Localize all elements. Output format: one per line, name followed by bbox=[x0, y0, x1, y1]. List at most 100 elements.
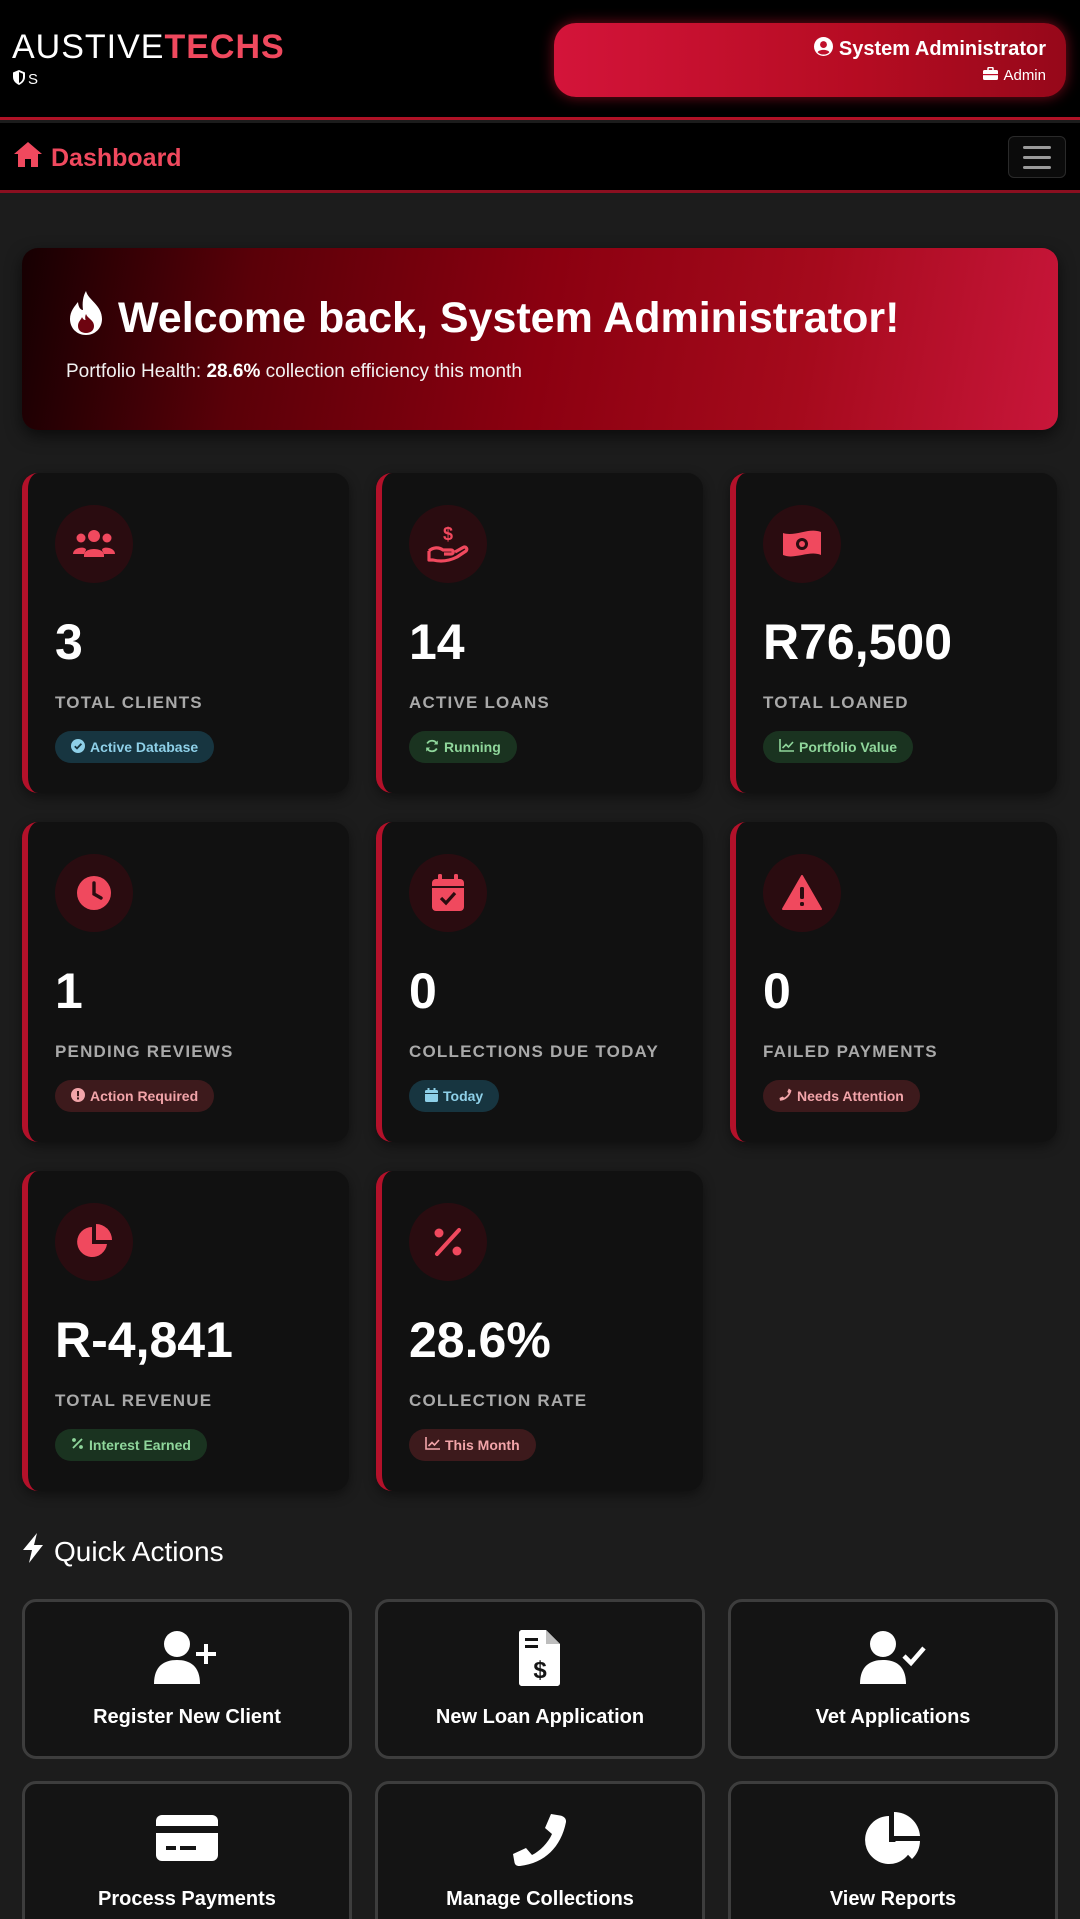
chart-pie-icon bbox=[731, 1812, 1055, 1868]
quick-actions-heading: Quick Actions bbox=[22, 1533, 224, 1570]
badge-text: Portfolio Value bbox=[799, 739, 898, 755]
status-badge: Running bbox=[409, 731, 517, 763]
user-check-icon bbox=[731, 1630, 1055, 1686]
status-badge: Needs Attention bbox=[763, 1080, 920, 1112]
portfolio-health-prefix: Portfolio Health: bbox=[66, 361, 207, 382]
menu-line bbox=[1023, 155, 1051, 159]
badge-text: Today bbox=[443, 1088, 484, 1104]
vet-applications-button[interactable]: Vet Applications bbox=[728, 1599, 1058, 1759]
menu-line bbox=[1023, 145, 1051, 149]
user-plus-icon bbox=[25, 1630, 349, 1686]
menu-line bbox=[1023, 165, 1051, 169]
brand-name-part1: AUSTIVE bbox=[12, 28, 165, 66]
top-header: AUSTIVETECHS S System Administrator Admi… bbox=[0, 0, 1080, 120]
stat-value: 14 bbox=[409, 614, 465, 670]
stat-label: COLLECTION RATE bbox=[409, 1391, 588, 1410]
brand-subtitle-text: S bbox=[28, 71, 39, 88]
sync-icon bbox=[425, 739, 439, 756]
welcome-banner: Welcome back, System Administrator! Port… bbox=[22, 248, 1058, 430]
chart-line-icon bbox=[425, 1437, 440, 1453]
status-badge: Today bbox=[409, 1080, 500, 1112]
status-badge: Portfolio Value bbox=[763, 731, 914, 763]
briefcase-icon bbox=[983, 66, 999, 84]
user-role-row: Admin bbox=[554, 66, 1046, 84]
stat-card-collections-due[interactable]: 0 COLLECTIONS DUE TODAY Today bbox=[376, 822, 703, 1142]
calendar-check-icon bbox=[409, 854, 487, 932]
users-icon bbox=[55, 505, 133, 583]
user-name: System Administrator bbox=[838, 38, 1046, 60]
stat-card-active-loans[interactable]: $ 14 ACTIVE LOANS Running bbox=[376, 473, 703, 793]
welcome-title: Welcome back, System Administrator! bbox=[118, 294, 900, 342]
user-role: Admin bbox=[1003, 67, 1046, 84]
credit-card-icon bbox=[25, 1812, 349, 1862]
status-badge: Interest Earned bbox=[55, 1429, 207, 1461]
badge-text: Running bbox=[444, 739, 501, 755]
stat-value: 0 bbox=[763, 963, 791, 1019]
svg-text:$: $ bbox=[533, 1657, 547, 1684]
status-badge: Active Database bbox=[55, 731, 215, 763]
register-new-client-button[interactable]: Register New Client bbox=[22, 1599, 352, 1759]
action-label: View Reports bbox=[829, 1888, 957, 1910]
stat-card-failed-payments[interactable]: 0 FAILED PAYMENTS Needs Attention bbox=[730, 822, 1057, 1142]
new-loan-application-button[interactable]: $ New Loan Application bbox=[375, 1599, 705, 1759]
home-icon bbox=[13, 141, 43, 175]
warning-icon bbox=[763, 854, 841, 932]
badge-text: Needs Attention bbox=[797, 1088, 904, 1104]
stat-value: 28.6% bbox=[409, 1312, 551, 1368]
stat-card-total-revenue[interactable]: R-4,841 TOTAL REVENUE Interest Earned bbox=[22, 1171, 349, 1491]
view-reports-button[interactable]: View Reports bbox=[728, 1781, 1058, 1919]
hand-dollar-icon: $ bbox=[409, 505, 487, 583]
stat-value: R-4,841 bbox=[55, 1312, 233, 1368]
badge-text: Active Database bbox=[90, 739, 199, 755]
process-payments-button[interactable]: Process Payments bbox=[22, 1781, 352, 1919]
action-label: Manage Collections bbox=[446, 1888, 634, 1910]
user-circle-icon bbox=[813, 37, 833, 62]
shield-icon bbox=[12, 70, 26, 89]
brand-subtitle: S bbox=[12, 70, 285, 89]
stat-card-pending-reviews[interactable]: 1 PENDING REVIEWS Action Required bbox=[22, 822, 349, 1142]
page-title: Dashboard bbox=[51, 143, 182, 172]
svg-text:$: $ bbox=[443, 524, 453, 544]
nav-dashboard-link[interactable]: Dashboard bbox=[13, 141, 182, 175]
brand-name-part2: TECHS bbox=[164, 28, 285, 66]
badge-text: Action Required bbox=[90, 1088, 199, 1104]
phone-icon bbox=[378, 1812, 702, 1868]
calendar-icon bbox=[425, 1087, 438, 1105]
stat-card-collection-rate[interactable]: 28.6% COLLECTION RATE This Month bbox=[376, 1171, 703, 1491]
file-invoice-dollar-icon: $ bbox=[378, 1630, 702, 1686]
stat-label: COLLECTIONS DUE TODAY bbox=[409, 1042, 660, 1061]
status-badge: Action Required bbox=[55, 1080, 215, 1112]
quick-actions-title: Quick Actions bbox=[54, 1535, 224, 1567]
user-name-row: System Administrator bbox=[554, 37, 1046, 62]
nav-bar: Dashboard bbox=[0, 123, 1080, 193]
check-circle-icon bbox=[71, 738, 85, 756]
stat-label: TOTAL LOANED bbox=[763, 693, 909, 712]
stat-label: ACTIVE LOANS bbox=[409, 693, 550, 712]
portfolio-health-suffix: collection efficiency this month bbox=[260, 361, 522, 382]
bolt-icon bbox=[22, 1533, 44, 1570]
fire-icon bbox=[66, 290, 106, 347]
brand-logo[interactable]: AUSTIVETECHS S bbox=[12, 28, 285, 89]
action-label: Process Payments bbox=[98, 1888, 276, 1910]
stat-label: TOTAL REVENUE bbox=[55, 1391, 213, 1410]
portfolio-health-value: 28.6% bbox=[206, 361, 261, 382]
status-badge: This Month bbox=[409, 1429, 536, 1461]
stat-label: PENDING REVIEWS bbox=[55, 1042, 234, 1061]
pie-chart-icon bbox=[55, 1203, 133, 1281]
stat-card-total-clients[interactable]: 3 TOTAL CLIENTS Active Database bbox=[22, 473, 349, 793]
portfolio-health: Portfolio Health: 28.6% collection effic… bbox=[66, 361, 1058, 383]
stat-label: FAILED PAYMENTS bbox=[763, 1042, 938, 1061]
stat-value: 3 bbox=[55, 614, 83, 670]
phone-icon bbox=[779, 1088, 792, 1104]
stat-value: R76,500 bbox=[763, 614, 953, 670]
brand-name: AUSTIVETECHS bbox=[12, 28, 285, 66]
action-label: Register New Client bbox=[93, 1706, 281, 1728]
hamburger-menu-button[interactable] bbox=[1008, 136, 1066, 178]
stat-card-total-loaned[interactable]: R76,500 TOTAL LOANED Portfolio Value bbox=[730, 473, 1057, 793]
clock-icon bbox=[55, 854, 133, 932]
action-label: Vet Applications bbox=[815, 1706, 971, 1728]
user-profile-pill[interactable]: System Administrator Admin bbox=[554, 23, 1066, 97]
manage-collections-button[interactable]: Manage Collections bbox=[375, 1781, 705, 1919]
stat-value: 0 bbox=[409, 963, 437, 1019]
percent-small-icon bbox=[71, 1437, 84, 1453]
